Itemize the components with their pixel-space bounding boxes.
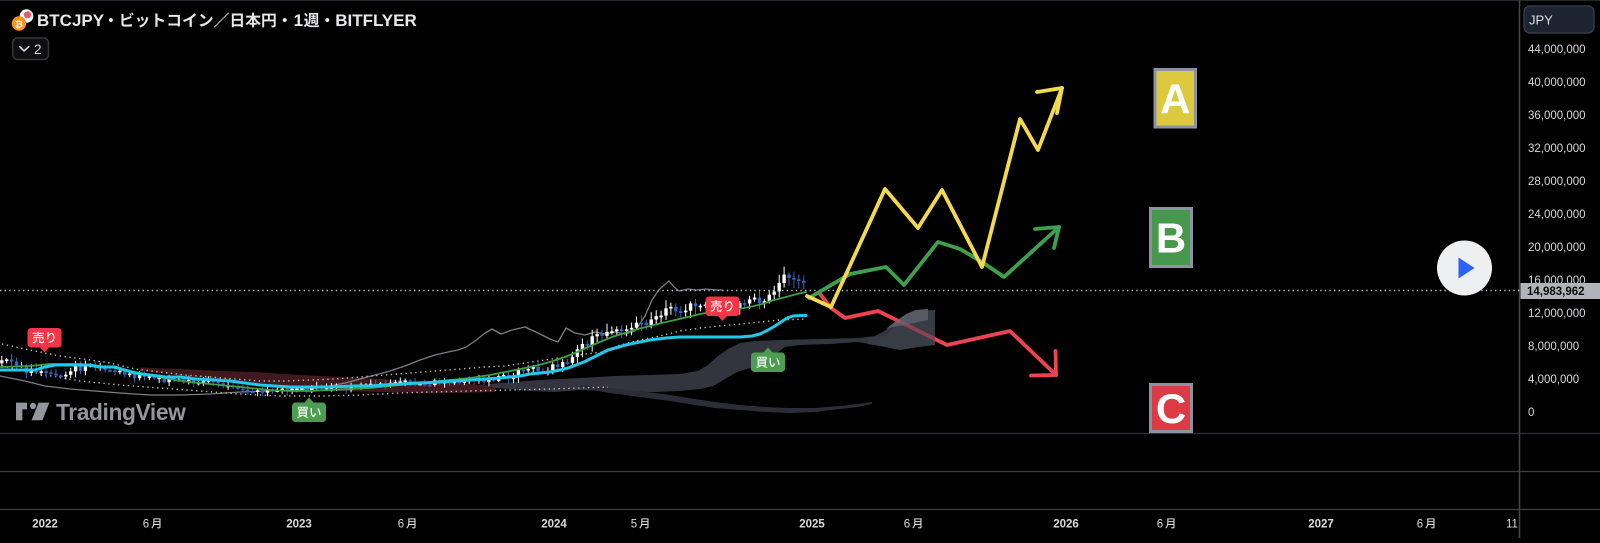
svg-text:2: 2 [34,42,42,57]
svg-text:32,000,000: 32,000,000 [1528,143,1586,155]
svg-text:11: 11 [1506,519,1518,531]
svg-text:4,000,000: 4,000,000 [1528,374,1579,386]
svg-text:6: 6 [398,519,404,531]
svg-text:6: 6 [143,519,149,531]
svg-text:JPY: JPY [1529,13,1553,28]
svg-text:24,000,000: 24,000,000 [1528,209,1586,221]
svg-text:TradingView: TradingView [56,399,186,425]
svg-text:5: 5 [631,519,637,531]
svg-text:36,000,000: 36,000,000 [1528,110,1586,122]
svg-text:0: 0 [1528,407,1534,419]
svg-text:BTCJPY: BTCJPY [37,11,105,30]
svg-text:C: C [1156,385,1186,432]
svg-text:A: A [1160,75,1190,122]
svg-text:2024: 2024 [541,519,567,531]
svg-text:6: 6 [1157,519,1163,531]
svg-text:₿: ₿ [15,19,23,30]
svg-text:2025: 2025 [799,519,825,531]
svg-text:2027: 2027 [1308,519,1334,531]
svg-text:1: 1 [294,11,303,30]
svg-text:6: 6 [904,519,910,531]
svg-text:2026: 2026 [1053,519,1079,531]
svg-text:28,000,000: 28,000,000 [1528,176,1586,188]
svg-text:BITFLYER: BITFLYER [335,11,417,30]
svg-text:6: 6 [1417,519,1423,531]
svg-text:2022: 2022 [32,519,58,531]
svg-text:40,000,000: 40,000,000 [1528,77,1586,89]
svg-text:2023: 2023 [286,519,312,531]
svg-text:B: B [1156,215,1186,262]
svg-text:12,000,000: 12,000,000 [1528,308,1586,320]
svg-text:44,000,000: 44,000,000 [1528,44,1586,56]
svg-text:8,000,000: 8,000,000 [1528,341,1579,353]
svg-text:20,000,000: 20,000,000 [1528,242,1586,254]
svg-text:14,983,962: 14,983,962 [1527,286,1585,298]
